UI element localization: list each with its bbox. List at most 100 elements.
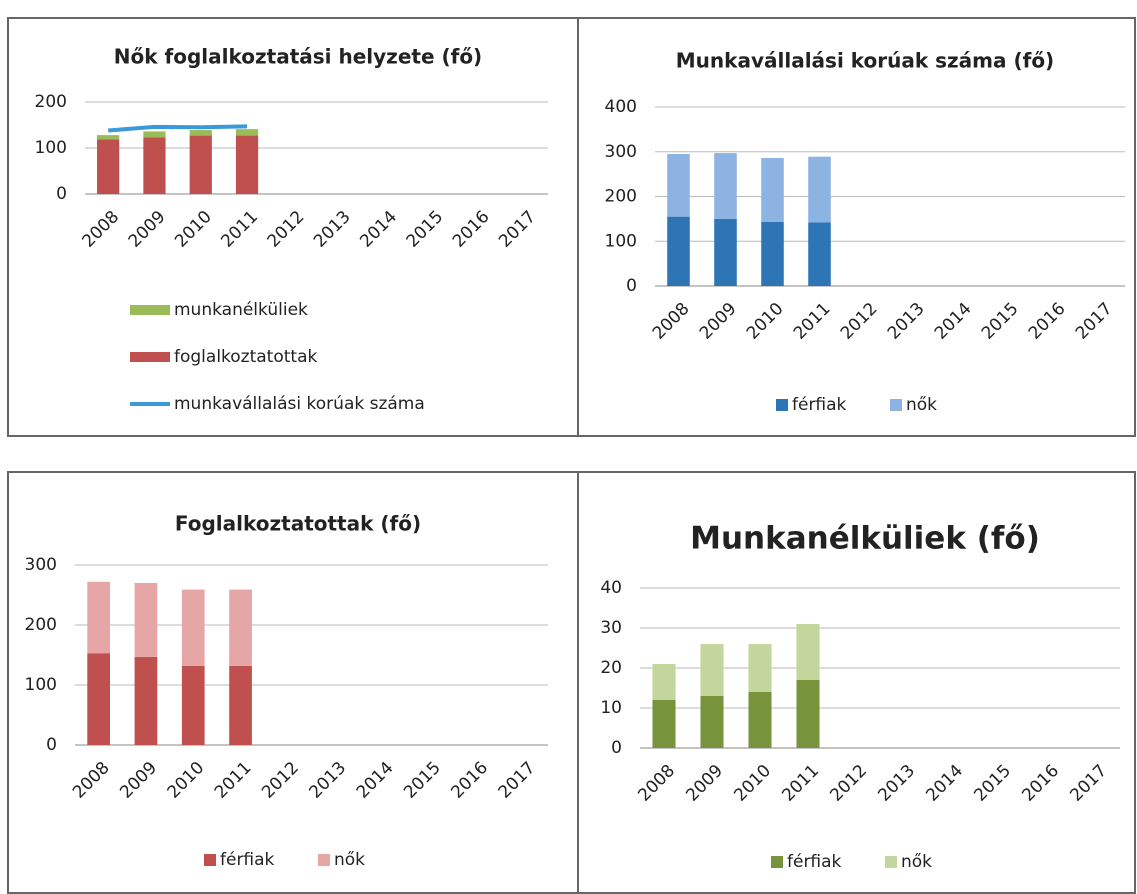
x-tick-label: 2008 bbox=[78, 207, 123, 252]
y-tick-label: 100 bbox=[25, 675, 57, 695]
x-tick-label: 2013 bbox=[310, 207, 355, 252]
x-tick-label: 2010 bbox=[730, 761, 775, 806]
x-tick-label: 2009 bbox=[116, 758, 161, 803]
bar bbox=[761, 158, 784, 223]
chart-title: Munkavállalási korúak száma (fő) bbox=[676, 49, 1054, 73]
y-tick-label: 200 bbox=[25, 615, 57, 635]
bar bbox=[181, 589, 205, 666]
x-tick-label: 2012 bbox=[264, 207, 309, 252]
x-tick-label: 2015 bbox=[970, 761, 1015, 806]
y-tick-label: 0 bbox=[626, 276, 637, 296]
bar bbox=[87, 653, 111, 745]
y-tick-label: 30 bbox=[600, 618, 622, 638]
bar bbox=[181, 665, 205, 745]
x-tick-label: 2014 bbox=[356, 207, 401, 252]
bar bbox=[97, 135, 120, 140]
x-tick-label: 2008 bbox=[649, 299, 694, 344]
panel bbox=[577, 17, 1136, 437]
y-tick-label: 400 bbox=[605, 97, 637, 117]
x-tick-label: 2016 bbox=[1025, 299, 1070, 344]
bar bbox=[189, 130, 212, 136]
y-tick-label: 20 bbox=[600, 658, 622, 678]
x-tick-label: 2017 bbox=[495, 758, 540, 803]
y-tick-label: 300 bbox=[25, 555, 57, 575]
x-tick-label: 2011 bbox=[778, 761, 823, 806]
chart-title: Foglalkoztatottak (fő) bbox=[175, 512, 421, 536]
x-tick-label: 2009 bbox=[696, 299, 741, 344]
x-tick-label: 2008 bbox=[69, 758, 114, 803]
x-tick-label: 2009 bbox=[125, 207, 170, 252]
panel bbox=[577, 471, 1136, 894]
bar bbox=[796, 624, 820, 680]
y-tick-label: 300 bbox=[605, 142, 637, 162]
bar bbox=[808, 156, 831, 223]
legend-label: nők bbox=[906, 395, 937, 415]
x-tick-label: 2011 bbox=[790, 299, 835, 344]
bar bbox=[235, 135, 259, 194]
x-tick-label: 2014 bbox=[922, 761, 967, 806]
bar bbox=[714, 218, 737, 286]
x-tick-label: 2012 bbox=[258, 758, 303, 803]
legend-label: foglalkoztatottak bbox=[174, 347, 318, 367]
legend-label: férfiak bbox=[792, 395, 847, 415]
x-tick-label: 2014 bbox=[353, 758, 398, 803]
x-tick-label: 2016 bbox=[447, 758, 492, 803]
x-tick-label: 2012 bbox=[837, 299, 882, 344]
x-tick-label: 2010 bbox=[171, 207, 216, 252]
x-tick-label: 2008 bbox=[634, 761, 679, 806]
bar bbox=[808, 222, 831, 286]
y-tick-label: 0 bbox=[46, 735, 57, 755]
x-tick-label: 2012 bbox=[826, 761, 871, 806]
legend-label: munkanélküliek bbox=[174, 300, 308, 320]
x-tick-label: 2011 bbox=[217, 207, 262, 252]
legend-label: férfiak bbox=[787, 852, 842, 872]
bar bbox=[748, 692, 772, 748]
bar bbox=[761, 222, 784, 286]
y-tick-label: 0 bbox=[56, 184, 67, 204]
x-tick-label: 2016 bbox=[449, 207, 494, 252]
legend-swatch bbox=[318, 854, 330, 866]
x-tick-label: 2017 bbox=[1072, 299, 1117, 344]
chart-title: Munkanélküliek (fő) bbox=[690, 521, 1040, 557]
bar bbox=[97, 139, 120, 194]
bar bbox=[714, 153, 737, 219]
line bbox=[107, 124, 248, 133]
bar bbox=[700, 696, 724, 748]
legend-label: nők bbox=[901, 852, 932, 872]
bar bbox=[134, 583, 158, 657]
y-tick-label: 40 bbox=[600, 578, 622, 598]
y-tick-label: 200 bbox=[35, 92, 67, 112]
legend-swatch bbox=[771, 856, 783, 868]
legend-label: nők bbox=[334, 850, 365, 870]
x-tick-label: 2015 bbox=[403, 207, 448, 252]
legend-swatch bbox=[204, 854, 216, 866]
bar bbox=[143, 137, 166, 194]
legend-label: férfiak bbox=[220, 850, 275, 870]
bar bbox=[143, 131, 166, 138]
legend-swatch bbox=[130, 305, 170, 315]
bar bbox=[667, 153, 690, 217]
x-tick-label: 2015 bbox=[400, 758, 445, 803]
y-tick-label: 0 bbox=[611, 738, 622, 758]
x-tick-label: 2017 bbox=[495, 207, 540, 252]
x-tick-label: 2016 bbox=[1018, 761, 1063, 806]
bar bbox=[796, 680, 820, 748]
bar bbox=[748, 644, 772, 692]
bar bbox=[652, 664, 676, 700]
legend-swatch bbox=[130, 352, 170, 362]
x-tick-label: 2017 bbox=[1066, 761, 1111, 806]
bar bbox=[134, 656, 158, 745]
bar bbox=[229, 589, 252, 666]
bar bbox=[235, 129, 259, 136]
bar bbox=[229, 665, 252, 745]
bar bbox=[700, 644, 724, 696]
bar bbox=[87, 581, 111, 654]
x-tick-label: 2010 bbox=[164, 758, 209, 803]
x-tick-label: 2014 bbox=[931, 299, 976, 344]
bar bbox=[652, 700, 676, 748]
x-tick-label: 2013 bbox=[305, 758, 350, 803]
x-tick-label: 2013 bbox=[884, 299, 929, 344]
legend-swatch bbox=[890, 399, 902, 411]
y-tick-label: 10 bbox=[600, 698, 622, 718]
